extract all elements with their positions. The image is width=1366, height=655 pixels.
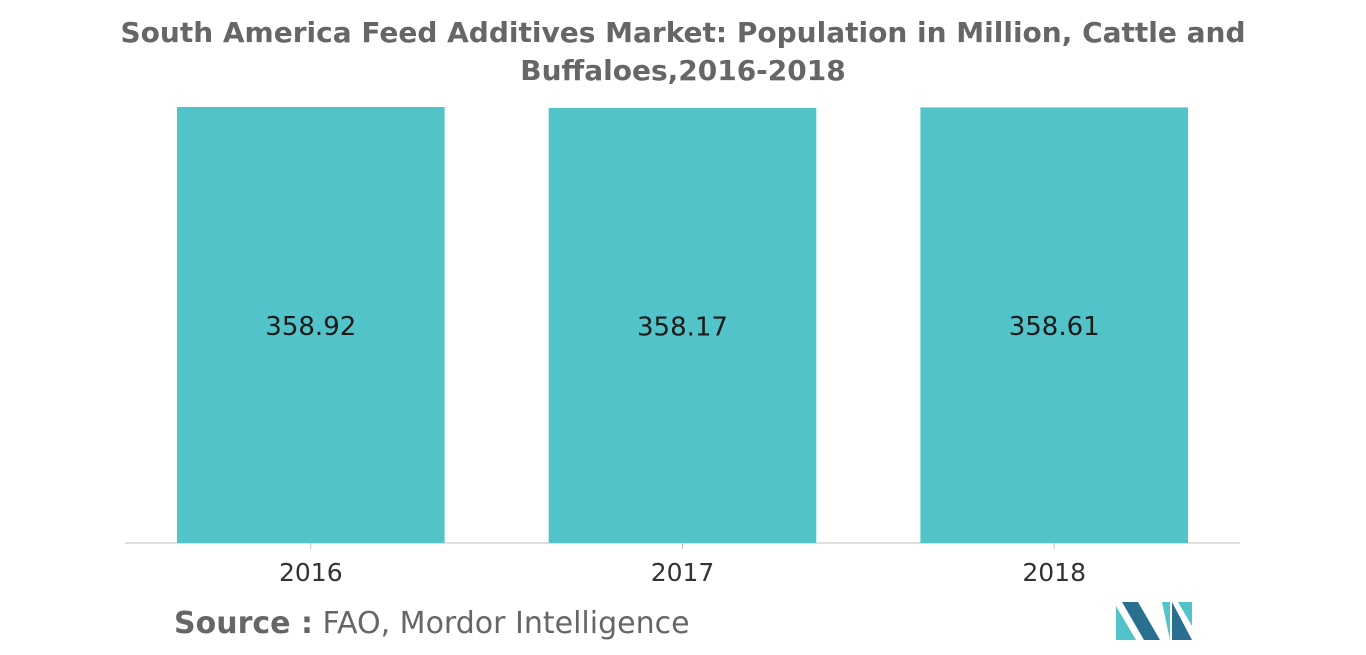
source-note: Source : FAO, Mordor Intelligence bbox=[174, 606, 690, 641]
source-label: Source : bbox=[174, 606, 313, 641]
bars-group bbox=[177, 107, 1188, 544]
source-text: FAO, Mordor Intelligence bbox=[322, 606, 690, 641]
bar-2016 bbox=[177, 107, 445, 543]
bar-2018 bbox=[920, 107, 1188, 544]
chart-title: South America Feed Additives Market: Pop… bbox=[120, 16, 1246, 87]
data-label-2018: 358.61 bbox=[1009, 312, 1100, 342]
data-labels-group: 358.92 358.17 358.61 bbox=[265, 312, 1099, 343]
bar-2017 bbox=[548, 107, 817, 544]
x-tick-label-2018: 2018 bbox=[1022, 558, 1086, 587]
data-label-2017: 358.17 bbox=[637, 313, 728, 343]
x-ticks-group: 2016 2017 2018 bbox=[279, 543, 1086, 587]
mordor-intelligence-logo bbox=[1116, 602, 1192, 640]
data-label-2016: 358.92 bbox=[265, 312, 356, 342]
x-tick-label-2017: 2017 bbox=[651, 558, 715, 587]
x-tick-label-2016: 2016 bbox=[279, 558, 343, 587]
